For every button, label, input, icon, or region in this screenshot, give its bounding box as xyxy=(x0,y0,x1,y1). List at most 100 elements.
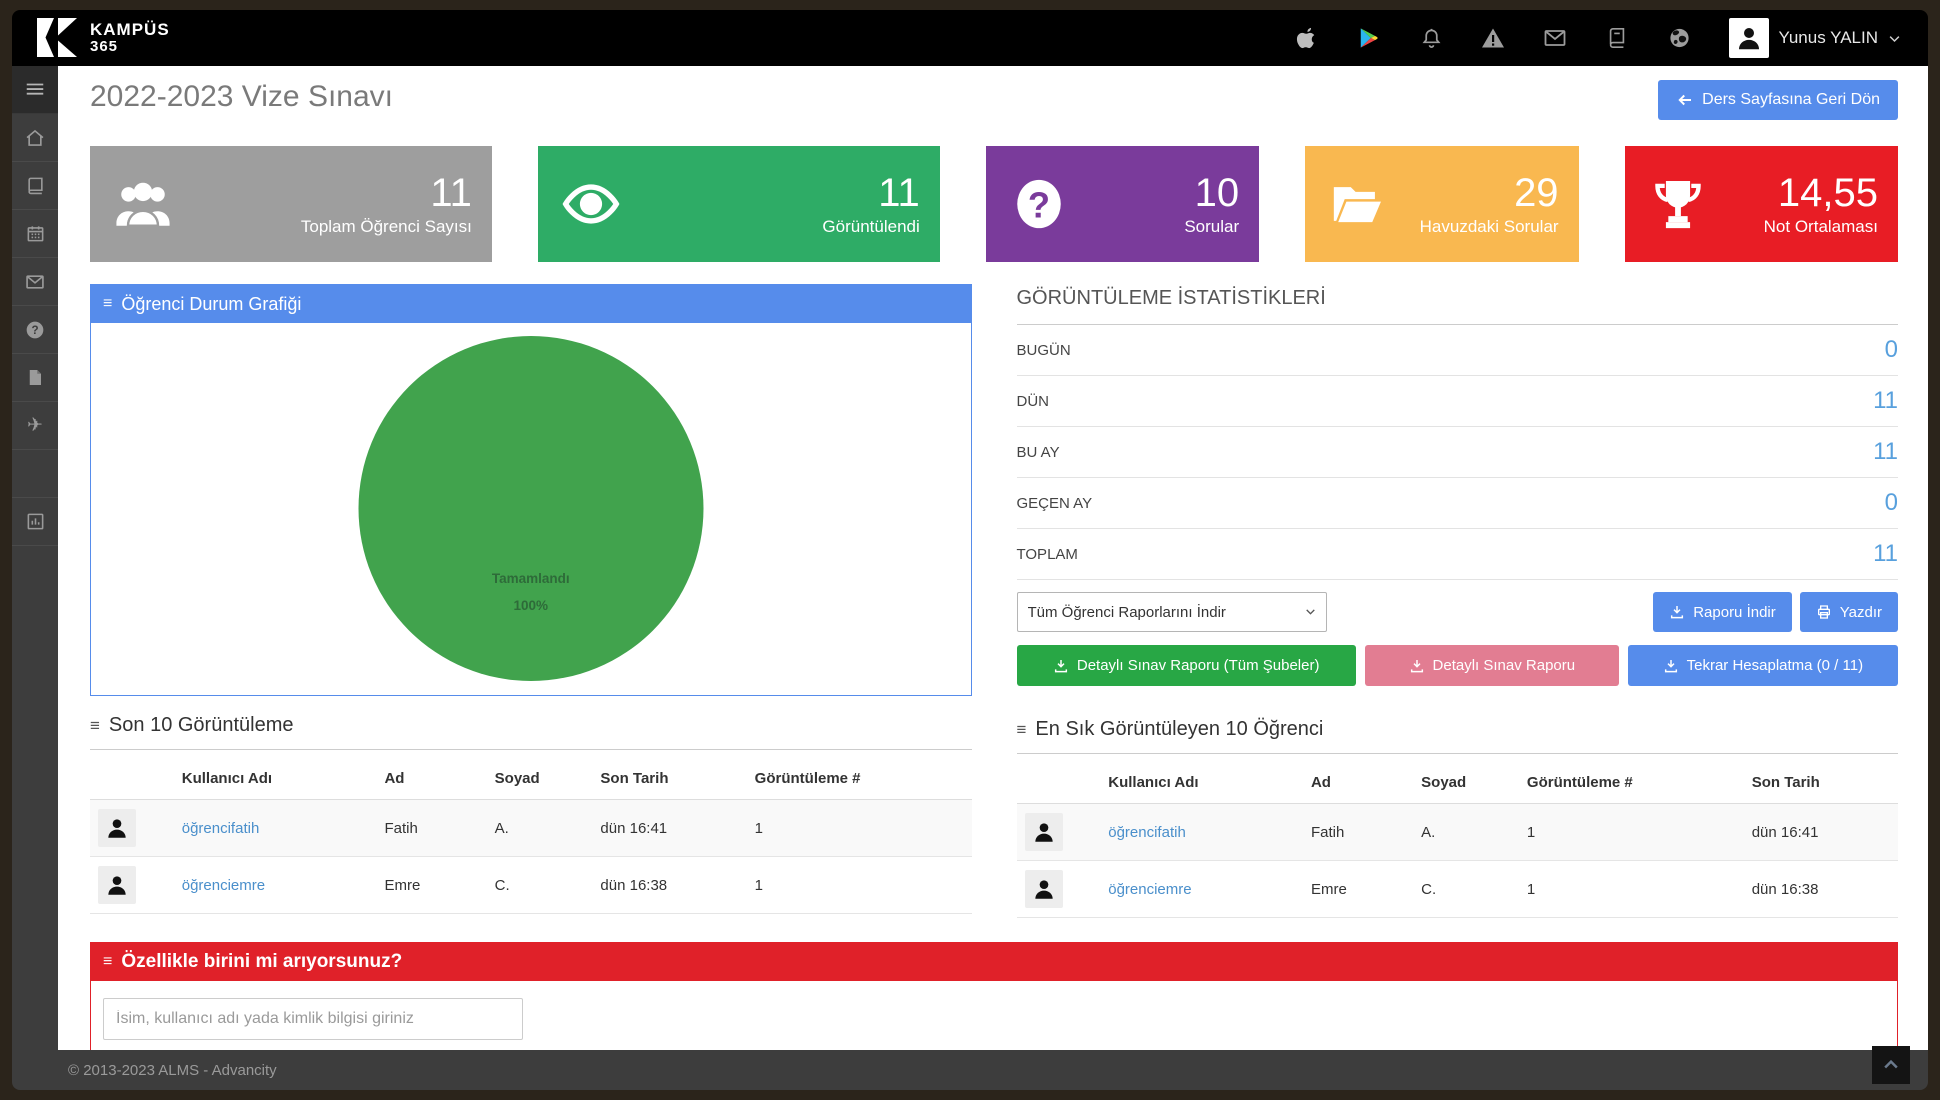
table-row: öğrencifatih Fatih A. dün 16:41 1 xyxy=(90,799,972,857)
top-viewers-title: ≡ En Sık Görüntüleyen 10 Öğrenci xyxy=(1016,718,1898,754)
pie-chart-area: Tamamlandı 100% xyxy=(91,323,971,695)
download-report-button[interactable]: Raporu İndir xyxy=(1653,592,1792,632)
question-circle-icon: ? xyxy=(26,321,44,338)
svg-text:?: ? xyxy=(31,324,38,337)
search-panel-header: ≡ Özellikle birini mi arıyorsunuz? xyxy=(91,943,1897,981)
table-row: öğrenciemre Emre C. dün 16:38 1 xyxy=(90,856,972,914)
detailed-report-all-branches-button[interactable]: Detaylı Sınav Raporu (Tüm Şubeler) xyxy=(1016,645,1356,686)
brand-text: KAMPÜS 365 xyxy=(90,20,170,56)
stat-card-total-students: 11 Toplam Öğrenci Sayısı xyxy=(90,146,492,262)
page-title: 2022-2023 Vize Sınavı xyxy=(90,80,394,113)
username-link[interactable]: öğrenciemre xyxy=(1108,880,1192,898)
chevron-up-icon xyxy=(1884,1059,1898,1069)
list-icon: ≡ xyxy=(103,295,113,312)
sidebar-item-messages[interactable] xyxy=(12,258,58,306)
user-name: Yunus YALIN xyxy=(1778,28,1878,47)
download-icon xyxy=(1410,659,1423,672)
report-select-wrap: Tüm Öğrenci Raporlarını İndir xyxy=(1016,592,1327,632)
student-status-chart-panel: ≡ Öğrenci Durum Grafiği Tamamlandı 100% xyxy=(90,284,972,696)
navbar-actions: Yunus YALIN xyxy=(1295,18,1902,58)
stat-row-yesterday: DÜN 11 xyxy=(1016,376,1898,427)
stat-card-pool-questions: 29 Havuzdaki Sorular xyxy=(1305,146,1579,262)
view-statistics-title: GÖRÜNTÜLEME İSTATİSTİKLERİ xyxy=(1016,284,1898,325)
download-icon xyxy=(1664,659,1677,672)
copyright-text: © 2013-2023 ALMS - Advancity xyxy=(68,1061,277,1079)
svg-text:?: ? xyxy=(1028,184,1050,225)
username-link[interactable]: öğrencifatih xyxy=(181,819,260,837)
stat-card-grade-average: 14,55 Not Ortalaması xyxy=(1624,146,1898,262)
left-column: ≡ Öğrenci Durum Grafiği Tamamlandı 100% … xyxy=(90,284,972,918)
detailed-report-button[interactable]: Detaylı Sınav Raporu xyxy=(1364,645,1619,686)
globe-icon[interactable] xyxy=(1667,26,1691,50)
person-search-panel: ≡ Özellikle birini mi arıyorsunuz? xyxy=(90,942,1898,1050)
trophy-icon xyxy=(1654,181,1701,229)
users-icon xyxy=(116,182,170,227)
calendar-icon xyxy=(27,226,43,242)
student-avatar xyxy=(1024,813,1063,851)
envelope-icon[interactable] xyxy=(1543,26,1567,50)
person-search-input[interactable] xyxy=(103,998,523,1040)
google-play-icon[interactable] xyxy=(1357,26,1381,50)
home-icon xyxy=(26,129,44,146)
recalculate-button[interactable]: Tekrar Hesaplatma (0 / 11) xyxy=(1627,645,1898,686)
stat-cards-row: 11 Toplam Öğrenci Sayısı 11 Görüntülendi… xyxy=(90,146,1898,262)
plane-icon: ✈ xyxy=(27,415,43,436)
stat-row-this-month: BU AY 11 xyxy=(1016,427,1898,478)
pie-center-value: 100% xyxy=(513,598,549,614)
warning-icon[interactable] xyxy=(1481,26,1505,50)
student-avatar xyxy=(98,866,136,904)
folder-open-icon xyxy=(1333,187,1382,223)
arrow-left-icon xyxy=(1678,94,1692,106)
bell-icon[interactable] xyxy=(1419,26,1443,50)
stat-row-total: TOPLAM 11 xyxy=(1016,529,1898,580)
username-link[interactable]: öğrencifatih xyxy=(1108,823,1186,841)
sidebar-item-calendar[interactable] xyxy=(12,210,58,258)
stat-row-last-month: GEÇEN AY 0 xyxy=(1016,478,1898,529)
sidebar-item-spacer xyxy=(12,450,58,498)
stat-card-questions: ? 10 Sorular xyxy=(985,146,1260,262)
download-icon xyxy=(1054,659,1067,672)
apple-icon[interactable] xyxy=(1295,26,1319,50)
kampus-k-icon xyxy=(37,18,77,57)
username-link[interactable]: öğrenciemre xyxy=(181,876,266,894)
brand-logo[interactable]: KAMPÜS 365 xyxy=(36,17,170,59)
print-button[interactable]: Yazdır xyxy=(1799,592,1898,632)
page-footer: © 2013-2023 ALMS - Advancity xyxy=(12,1050,1928,1090)
stat-row-today: BUGÜN 0 xyxy=(1016,325,1898,376)
left-sidebar: ? ✈ xyxy=(12,66,58,1050)
chevron-down-icon xyxy=(1889,35,1900,42)
question-icon: ? xyxy=(1017,179,1061,229)
student-avatar xyxy=(1024,870,1063,908)
printer-icon xyxy=(1817,605,1830,619)
pie-chart[interactable]: Tamamlandı 100% xyxy=(358,336,704,681)
table-row: öğrenciemre Emre C. 1 dün 16:38 xyxy=(1016,860,1898,918)
sidebar-item-courses[interactable] xyxy=(12,162,58,210)
hamburger-icon xyxy=(26,83,44,95)
student-avatar xyxy=(98,809,136,847)
scroll-to-top-button[interactable] xyxy=(1872,1046,1910,1084)
table-row: öğrencifatih Fatih A. 1 dün 16:41 xyxy=(1016,803,1898,861)
sidebar-item-reports[interactable] xyxy=(12,498,58,546)
file-icon xyxy=(29,370,41,385)
sidebar-item-documents[interactable] xyxy=(12,354,58,402)
back-to-course-button[interactable]: Ders Sayfasına Geri Dön xyxy=(1658,80,1898,120)
main-content: 2022-2023 Vize Sınavı Ders Sayfasına Ger… xyxy=(58,66,1928,1050)
book-icon[interactable] xyxy=(1605,26,1629,50)
student-report-select[interactable]: Tüm Öğrenci Raporlarını İndir xyxy=(1016,592,1327,632)
recent-views-table: Kullanıcı Adı Ad Soyad Son Tarih Görüntü… xyxy=(90,758,972,914)
list-icon: ≡ xyxy=(90,715,100,735)
sidebar-item-travel[interactable]: ✈ xyxy=(12,402,58,450)
sidebar-item-menu[interactable] xyxy=(12,66,58,114)
sidebar-item-help[interactable]: ? xyxy=(12,306,58,354)
user-avatar xyxy=(1729,18,1770,58)
sidebar-item-home[interactable] xyxy=(12,114,58,162)
eye-icon xyxy=(562,184,620,224)
right-column: GÖRÜNTÜLEME İSTATİSTİKLERİ BUGÜN 0 DÜN 1… xyxy=(1016,284,1898,918)
list-icon: ≡ xyxy=(103,953,113,970)
bar-chart-icon xyxy=(27,513,43,530)
stat-card-viewed: 11 Görüntülendi xyxy=(537,146,940,262)
user-menu[interactable]: Yunus YALIN xyxy=(1729,18,1902,58)
top-navbar: KAMPÜS 365 xyxy=(12,10,1928,66)
top-viewers-table: Kullanıcı Adı Ad Soyad Görüntüleme # Son… xyxy=(1016,762,1898,918)
